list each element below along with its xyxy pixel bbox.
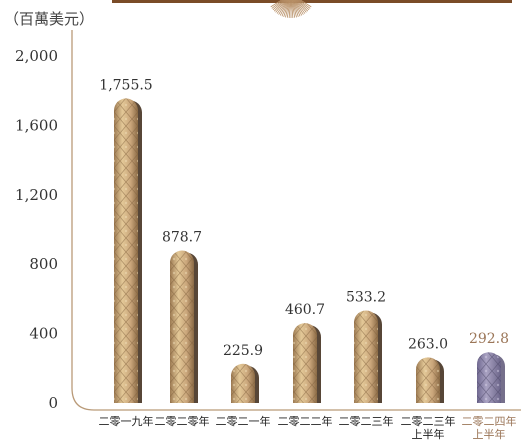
x-tick-label: 二零二四年 <box>462 414 517 428</box>
sunburst-ray <box>293 0 301 17</box>
y-tick-label: 1,600 <box>15 116 58 134</box>
value-label: 460.7 <box>285 302 325 318</box>
x-tick-label: 上半年 <box>412 427 445 441</box>
sunburst-ray <box>275 0 287 13</box>
sunburst-ray <box>279 0 289 16</box>
bar <box>231 363 259 403</box>
sunburst-ray <box>271 0 284 9</box>
sunburst-ray <box>298 0 311 9</box>
sunburst-ray <box>291 0 296 18</box>
sunburst-ornament <box>270 0 312 18</box>
bar <box>354 310 382 403</box>
axis-line <box>71 30 521 411</box>
y-tick-label: 1,200 <box>15 186 58 204</box>
bar <box>170 250 198 403</box>
bar-texture <box>416 357 440 403</box>
x-tick-label: 上半年 <box>473 427 506 441</box>
value-label: 1,755.5 <box>99 77 152 93</box>
y-tick-label: 800 <box>29 255 58 273</box>
x-tick-label: 二零一九年 <box>99 414 154 428</box>
x-tick-label: 二零二一年 <box>216 414 271 428</box>
sunburst-ray <box>296 0 309 12</box>
bar <box>293 323 321 403</box>
bar-texture <box>293 323 317 403</box>
value-label: 292.8 <box>469 331 509 347</box>
bar-texture <box>354 310 378 403</box>
sunburst-ray <box>297 0 310 11</box>
x-tick-label: 二零二三年 <box>339 414 394 428</box>
sunburst-ray <box>294 0 306 14</box>
sunburst-ray <box>285 0 290 18</box>
bar <box>416 357 444 403</box>
bar-texture <box>477 352 501 403</box>
sunburst-ray <box>283 0 290 17</box>
header-decoration <box>112 0 512 18</box>
bar-texture <box>170 250 194 403</box>
top-band <box>112 0 512 3</box>
y-tick-label: 2,000 <box>15 47 58 65</box>
sunburst-ray <box>286 0 291 18</box>
value-label: 878.7 <box>162 230 202 246</box>
sunburst-ray <box>294 0 304 15</box>
sunburst-ray <box>291 0 294 18</box>
x-tick-label: 二零二三年 <box>401 414 456 428</box>
sunburst-ray <box>276 0 288 14</box>
sunburst-ray <box>288 0 291 18</box>
sunburst-ray <box>272 0 285 11</box>
x-tick-label: 二零二二年 <box>278 414 333 428</box>
bar <box>114 98 142 403</box>
sunburst-ray <box>270 0 283 8</box>
x-tick-label: 二零二零年 <box>155 414 210 428</box>
bar <box>477 352 505 403</box>
sunburst-ray <box>295 0 307 13</box>
value-label: 533.2 <box>346 289 386 305</box>
sunburst-ray <box>278 0 288 15</box>
value-labels: 1,755.5 878.7 225.9 460.7 533.2 263.0 292.8 <box>99 77 509 358</box>
x-axis-labels: 二零一九年 二零二零年 二零二一年 二零二二年 二零二三年 二零二三年上半年二零二四年上半… <box>99 414 517 441</box>
y-tick-label: 0 <box>48 394 58 412</box>
sunburst-ray <box>292 0 297 18</box>
y-axis-ticks: 0 400 800 1,200 1,600 2,000 <box>15 47 58 412</box>
y-tick-label: 400 <box>29 325 58 343</box>
unit-label: （百萬美元） <box>4 10 95 28</box>
value-label: 225.9 <box>223 343 263 359</box>
sunburst-ray <box>299 0 312 8</box>
bars <box>114 98 505 403</box>
sunburst-ray <box>281 0 289 17</box>
sunburst-ray <box>273 0 286 12</box>
bar-texture <box>114 98 138 403</box>
value-label: 263.0 <box>408 336 448 352</box>
sunburst-ray <box>293 0 303 16</box>
bar-texture <box>231 363 255 403</box>
sunburst-ray <box>292 0 299 17</box>
